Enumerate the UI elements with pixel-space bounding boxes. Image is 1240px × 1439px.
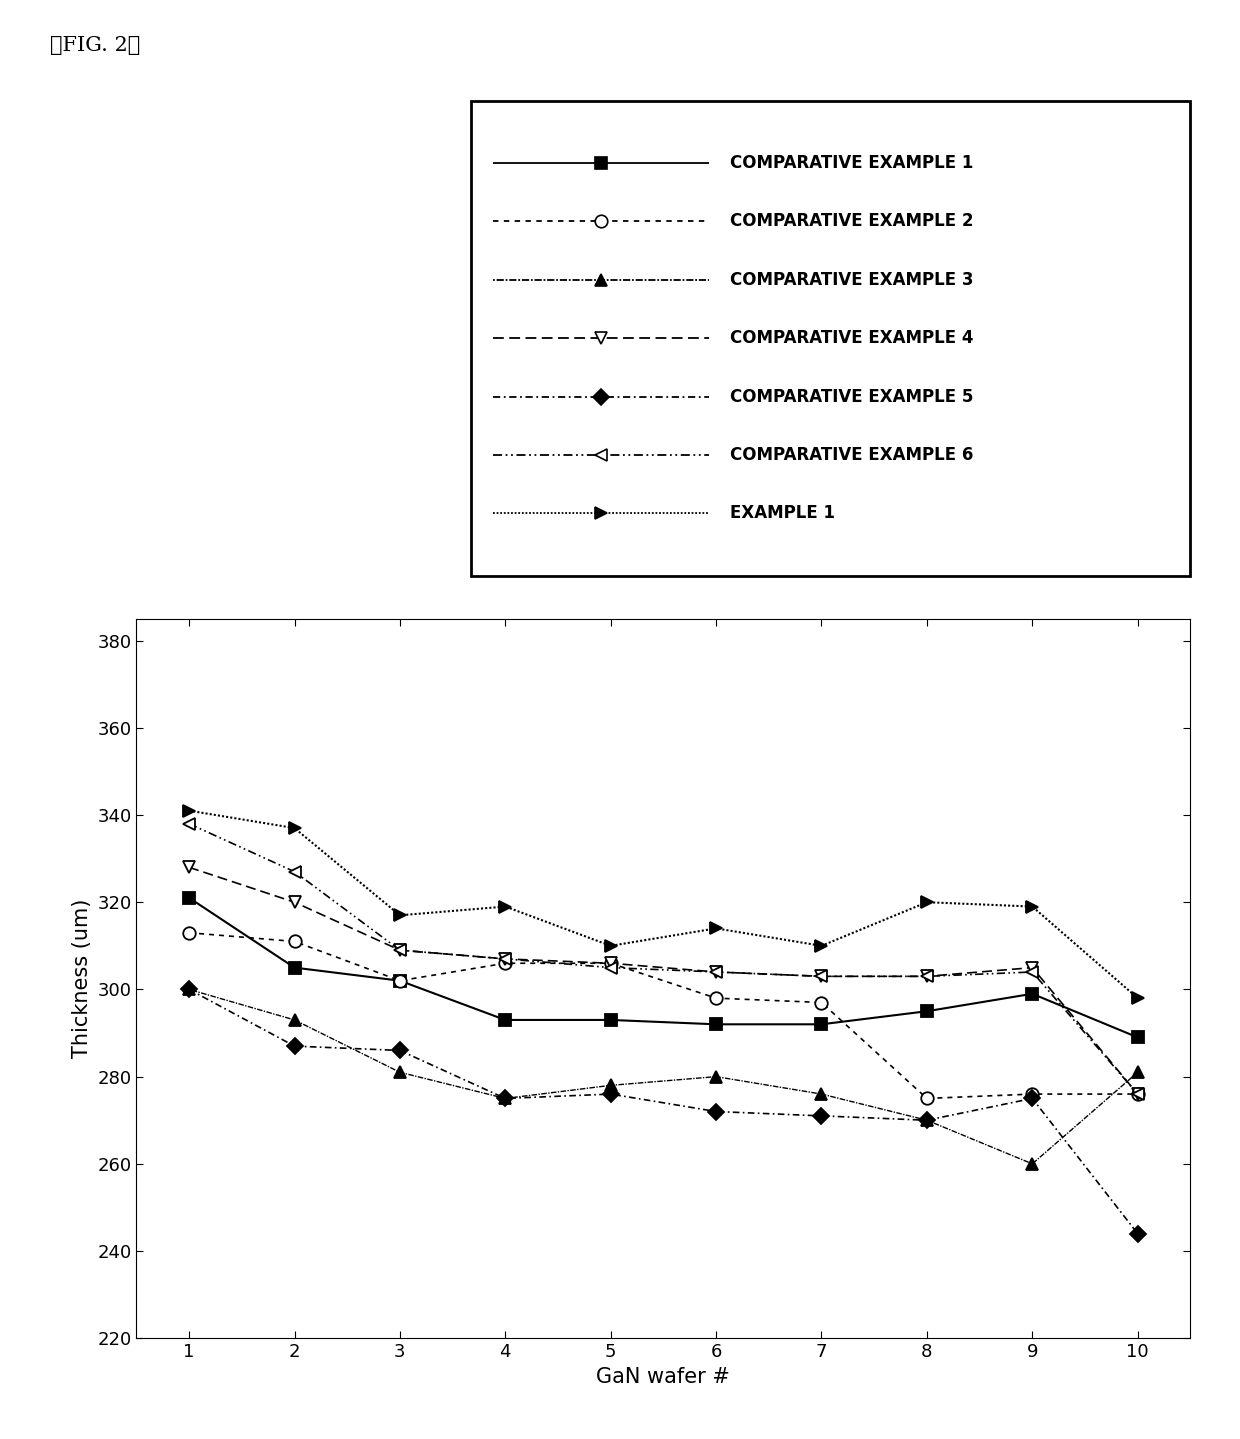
COMPARATIVE EXAMPLE 3: [813, 1085, 828, 1102]
COMPARATIVE EXAMPLE 1: [813, 1016, 828, 1033]
COMPARATIVE EXAMPLE 1: [1024, 986, 1039, 1003]
COMPARATIVE EXAMPLE 2: [286, 932, 303, 950]
COMPARATIVE EXAMPLE 6: [919, 967, 935, 984]
COMPARATIVE EXAMPLE 4: [603, 954, 618, 971]
Text: COMPARATIVE EXAMPLE 6: COMPARATIVE EXAMPLE 6: [730, 446, 973, 463]
COMPARATIVE EXAMPLE 4: [919, 967, 935, 984]
COMPARATIVE EXAMPLE 2: [603, 954, 618, 971]
Text: COMPARATIVE EXAMPLE 2: COMPARATIVE EXAMPLE 2: [730, 213, 973, 230]
COMPARATIVE EXAMPLE 5: [813, 1107, 828, 1124]
COMPARATIVE EXAMPLE 2: [392, 973, 407, 990]
COMPARATIVE EXAMPLE 4: [1024, 958, 1039, 976]
COMPARATIVE EXAMPLE 4: [286, 894, 303, 911]
COMPARATIVE EXAMPLE 6: [708, 963, 723, 980]
COMPARATIVE EXAMPLE 2: [1130, 1085, 1145, 1102]
COMPARATIVE EXAMPLE 1: [392, 973, 407, 990]
COMPARATIVE EXAMPLE 1: [181, 889, 196, 907]
COMPARATIVE EXAMPLE 3: [181, 981, 196, 999]
COMPARATIVE EXAMPLE 1: [708, 1016, 723, 1033]
Text: COMPARATIVE EXAMPLE 5: COMPARATIVE EXAMPLE 5: [730, 387, 973, 406]
COMPARATIVE EXAMPLE 4: [181, 859, 196, 876]
COMPARATIVE EXAMPLE 5: [497, 1089, 513, 1107]
COMPARATIVE EXAMPLE 1: [1130, 1029, 1145, 1046]
COMPARATIVE EXAMPLE 3: [603, 1076, 618, 1094]
EXAMPLE 1: [497, 898, 513, 915]
COMPARATIVE EXAMPLE 5: [919, 1111, 935, 1128]
COMPARATIVE EXAMPLE 2: [919, 1089, 935, 1107]
Text: COMPARATIVE EXAMPLE 4: COMPARATIVE EXAMPLE 4: [730, 330, 973, 347]
Line: COMPARATIVE EXAMPLE 5: COMPARATIVE EXAMPLE 5: [184, 984, 1143, 1239]
COMPARATIVE EXAMPLE 1: [286, 958, 303, 976]
COMPARATIVE EXAMPLE 2: [181, 924, 196, 941]
Text: COMPARATIVE EXAMPLE 1: COMPARATIVE EXAMPLE 1: [730, 154, 973, 173]
EXAMPLE 1: [181, 802, 196, 819]
COMPARATIVE EXAMPLE 5: [286, 1038, 303, 1055]
COMPARATIVE EXAMPLE 6: [813, 967, 828, 984]
COMPARATIVE EXAMPLE 5: [392, 1042, 407, 1059]
COMPARATIVE EXAMPLE 2: [497, 954, 513, 971]
COMPARATIVE EXAMPLE 1: [603, 1012, 618, 1029]
COMPARATIVE EXAMPLE 2: [813, 994, 828, 1012]
COMPARATIVE EXAMPLE 6: [1130, 1085, 1145, 1102]
Line: COMPARATIVE EXAMPLE 6: COMPARATIVE EXAMPLE 6: [182, 817, 1145, 1101]
COMPARATIVE EXAMPLE 3: [286, 1012, 303, 1029]
EXAMPLE 1: [919, 894, 935, 911]
COMPARATIVE EXAMPLE 6: [392, 941, 407, 958]
EXAMPLE 1: [603, 937, 618, 954]
COMPARATIVE EXAMPLE 1: [919, 1003, 935, 1020]
COMPARATIVE EXAMPLE 6: [181, 814, 196, 832]
EXAMPLE 1: [392, 907, 407, 924]
COMPARATIVE EXAMPLE 5: [1130, 1225, 1145, 1242]
COMPARATIVE EXAMPLE 5: [181, 981, 196, 999]
COMPARATIVE EXAMPLE 4: [497, 950, 513, 967]
COMPARATIVE EXAMPLE 3: [708, 1068, 723, 1085]
Line: EXAMPLE 1: EXAMPLE 1: [182, 804, 1145, 1004]
EXAMPLE 1: [813, 937, 828, 954]
Text: COMPARATIVE EXAMPLE 3: COMPARATIVE EXAMPLE 3: [730, 271, 973, 289]
Line: COMPARATIVE EXAMPLE 3: COMPARATIVE EXAMPLE 3: [182, 983, 1145, 1170]
EXAMPLE 1: [1024, 898, 1039, 915]
COMPARATIVE EXAMPLE 4: [1130, 1085, 1145, 1102]
COMPARATIVE EXAMPLE 2: [708, 990, 723, 1007]
COMPARATIVE EXAMPLE 2: [1024, 1085, 1039, 1102]
Line: COMPARATIVE EXAMPLE 4: COMPARATIVE EXAMPLE 4: [182, 861, 1145, 1101]
COMPARATIVE EXAMPLE 3: [392, 1063, 407, 1081]
COMPARATIVE EXAMPLE 1: [497, 1012, 513, 1029]
COMPARATIVE EXAMPLE 6: [497, 950, 513, 967]
COMPARATIVE EXAMPLE 5: [603, 1085, 618, 1102]
COMPARATIVE EXAMPLE 6: [1024, 963, 1039, 980]
COMPARATIVE EXAMPLE 6: [286, 863, 303, 881]
COMPARATIVE EXAMPLE 3: [919, 1111, 935, 1128]
Text: 』FIG. 2『: 』FIG. 2『: [50, 36, 140, 55]
EXAMPLE 1: [1130, 990, 1145, 1007]
EXAMPLE 1: [708, 920, 723, 937]
COMPARATIVE EXAMPLE 4: [392, 941, 407, 958]
COMPARATIVE EXAMPLE 4: [708, 963, 723, 980]
Line: COMPARATIVE EXAMPLE 2: COMPARATIVE EXAMPLE 2: [182, 927, 1145, 1105]
COMPARATIVE EXAMPLE 4: [813, 967, 828, 984]
COMPARATIVE EXAMPLE 3: [1130, 1063, 1145, 1081]
EXAMPLE 1: [286, 819, 303, 836]
COMPARATIVE EXAMPLE 5: [1024, 1089, 1039, 1107]
COMPARATIVE EXAMPLE 6: [603, 958, 618, 976]
Line: COMPARATIVE EXAMPLE 1: COMPARATIVE EXAMPLE 1: [182, 892, 1145, 1043]
COMPARATIVE EXAMPLE 3: [497, 1089, 513, 1107]
Text: EXAMPLE 1: EXAMPLE 1: [730, 504, 835, 522]
COMPARATIVE EXAMPLE 5: [708, 1102, 723, 1120]
Y-axis label: Thickness (um): Thickness (um): [72, 899, 92, 1058]
COMPARATIVE EXAMPLE 3: [1024, 1156, 1039, 1173]
X-axis label: GaN wafer #: GaN wafer #: [596, 1367, 730, 1387]
